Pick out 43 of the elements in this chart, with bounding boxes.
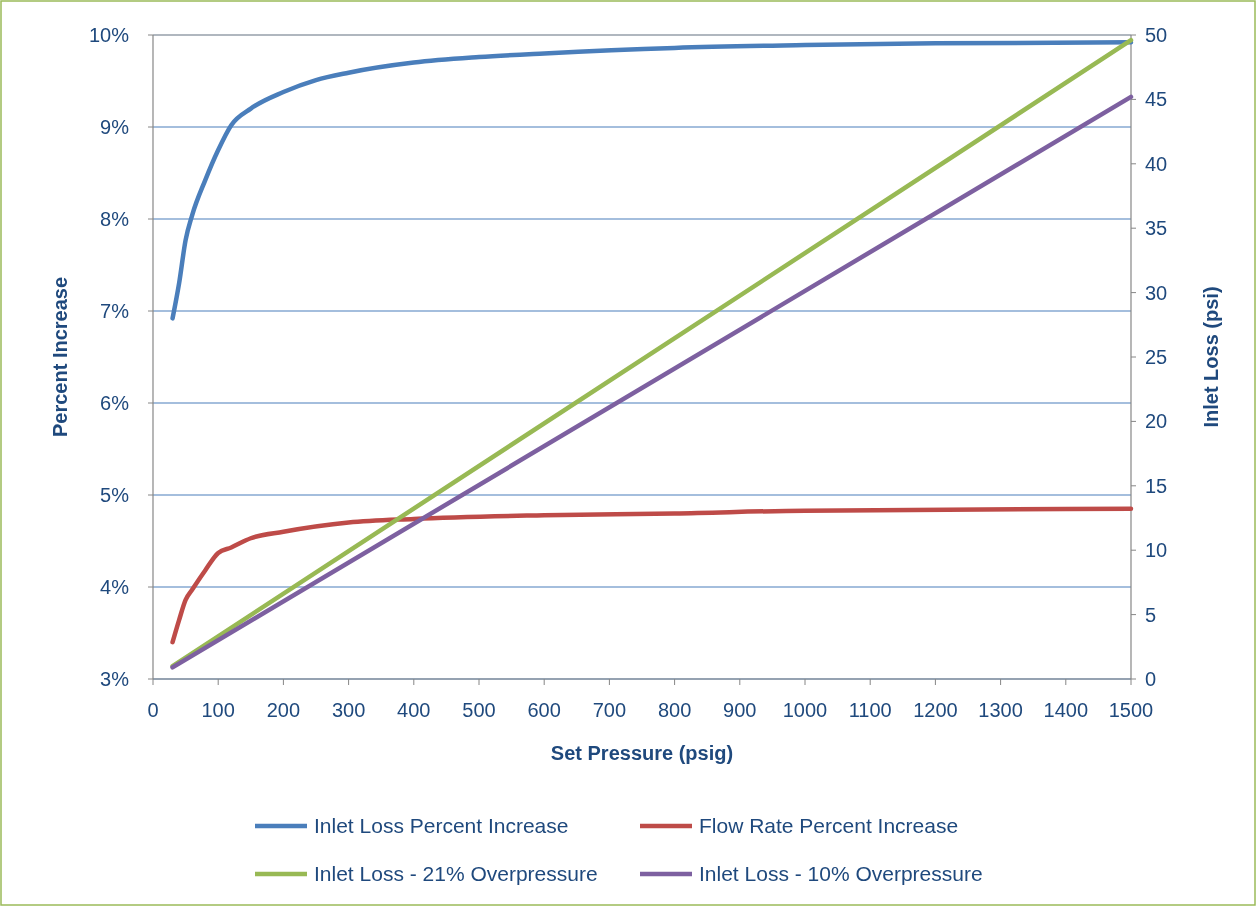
y2-axis-title: Inlet Loss (psi) xyxy=(1200,286,1222,428)
y2-tick-label: 20 xyxy=(1145,410,1168,433)
x-tick-label: 700 xyxy=(592,699,627,721)
x-tick-label: 100 xyxy=(201,699,235,721)
x-tick-label: 400 xyxy=(397,699,431,721)
x-tick-label: 1000 xyxy=(782,699,828,721)
y-tick-label: 10% xyxy=(88,24,130,46)
legend-label: Inlet Loss - 10% Overpressure xyxy=(699,862,983,886)
y2-tick-label: 45 xyxy=(1145,88,1168,111)
y2-tick-label: 0 xyxy=(1145,668,1157,690)
y-axis-title: Percent Increase xyxy=(49,276,71,438)
line-series xyxy=(170,506,1134,645)
y2-tick-label: 15 xyxy=(1145,474,1168,497)
y-tick-label: 6% xyxy=(100,392,130,414)
x-tick-label: 1400 xyxy=(1043,699,1089,721)
y2-tick-label: 40 xyxy=(1145,152,1168,175)
y2-tick-label: 50 xyxy=(1145,24,1168,46)
x-axis-title: Set Pressure (psig) xyxy=(550,742,734,764)
x-tick-label: 300 xyxy=(331,699,366,721)
y2-tick-label: 30 xyxy=(1145,281,1168,304)
x-tick-label: 1500 xyxy=(1108,699,1154,721)
legend-label: Inlet Loss - 21% Overpressure xyxy=(314,862,598,886)
legend-label: Flow Rate Percent Increase xyxy=(699,814,959,838)
y2-tick-label: 5 xyxy=(1145,603,1157,626)
x-tick-label: 500 xyxy=(462,699,496,721)
x-tick-label: 1300 xyxy=(978,699,1023,721)
y-tick-label: 8% xyxy=(100,208,130,230)
y-tick-label: 5% xyxy=(100,484,130,506)
x-tick-label: 1100 xyxy=(848,699,892,721)
y2-tick-label: 10 xyxy=(1145,539,1168,562)
y-tick-label: 4% xyxy=(100,576,130,598)
legend-label: Inlet Loss Percent Increase xyxy=(314,814,569,838)
y-tick-label: 9% xyxy=(100,116,130,138)
x-tick-label: 200 xyxy=(266,699,301,721)
x-tick-label: 600 xyxy=(527,699,561,721)
x-tick-label: 900 xyxy=(723,699,757,721)
y-tick-label: 3% xyxy=(100,668,130,690)
x-tick-label: 0 xyxy=(147,699,159,721)
y2-tick-label: 25 xyxy=(1145,346,1168,368)
y2-tick-label: 35 xyxy=(1145,217,1168,240)
x-tick-label: 1200 xyxy=(913,699,958,721)
x-tick-label: 800 xyxy=(657,699,692,721)
y-tick-label: 7% xyxy=(100,300,130,322)
